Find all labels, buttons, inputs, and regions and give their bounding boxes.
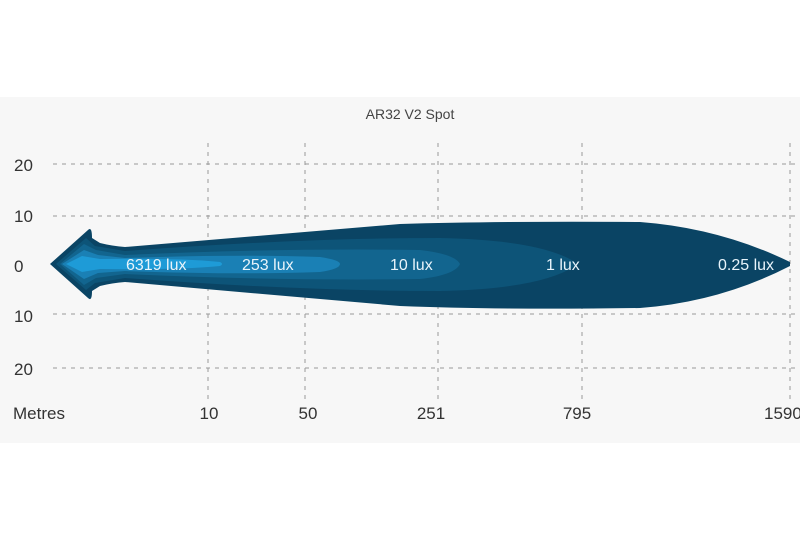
y-tick-label: 20: [14, 360, 33, 379]
x-tick-label: 251: [417, 404, 445, 423]
x-tick-label: 1590: [764, 404, 800, 423]
x-tick-label: 795: [563, 404, 591, 423]
lux-label: 0.25 lux: [718, 257, 774, 274]
x-tick-label: 10: [200, 404, 219, 423]
y-tick-label: 0: [14, 257, 23, 276]
y-tick-label: 10: [14, 207, 33, 226]
lux-label: 10 lux: [390, 257, 433, 274]
x-axis-label: Metres: [13, 404, 65, 423]
lux-label: 1 lux: [546, 257, 580, 274]
lux-label: 6319 lux: [126, 257, 187, 274]
chart-title: AR32 V2 Spot: [366, 106, 455, 122]
x-tick-label: 50: [299, 404, 318, 423]
y-tick-label: 10: [14, 307, 33, 326]
isolux-6319: [66, 256, 222, 272]
lux-label: 253 lux: [242, 257, 294, 274]
horizontal-grid: [53, 163, 800, 369]
y-tick-label: 20: [14, 156, 33, 175]
